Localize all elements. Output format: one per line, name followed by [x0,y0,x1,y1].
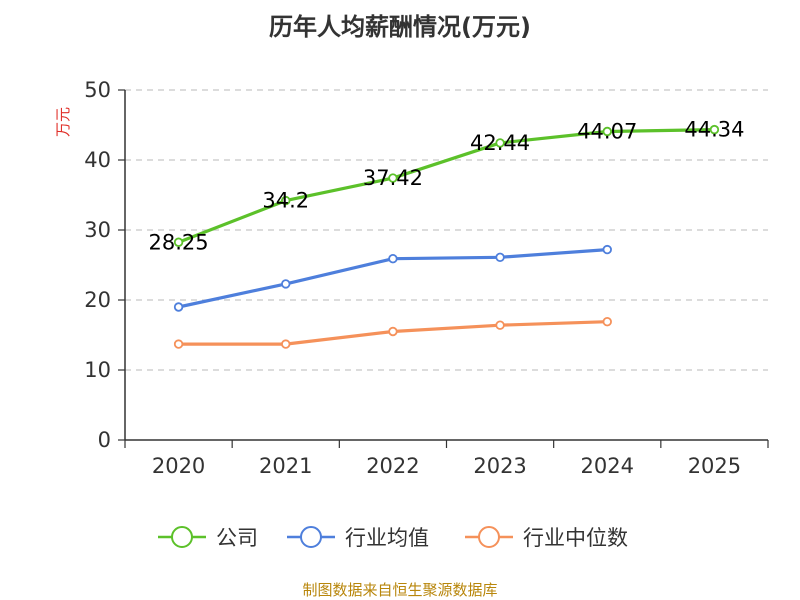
axes: 0 10 20 30 40 50 2020 2021 2022 2023 2024 2025 [84,78,769,478]
legend: 公司 行业均值 行业中位数 [158,526,628,550]
chart-title: 历年人均薪酬情况(万元) [269,13,531,41]
data-labels: 28.25 34.2 37.42 42.44 44.07 44.34 [149,118,745,255]
data-label: 34.2 [262,189,309,213]
legend-marker [171,526,193,548]
y-tick-label: 10 [84,358,111,382]
data-point [173,237,184,247]
x-tick-label: 2021 [259,454,312,478]
y-axis-label: 万元 [54,107,72,137]
legend-marker [478,526,500,548]
data-point [602,126,612,137]
data-label: 37.42 [363,166,423,190]
y-tick-label: 50 [84,78,111,102]
data-label: 44.34 [684,118,744,142]
y-tick-label: 0 [98,428,111,452]
data-point [602,317,612,327]
x-tick-label: 2023 [473,454,526,478]
y-tick-label: 20 [84,288,111,312]
data-point [495,138,505,148]
data-point [495,252,505,262]
x-tick-label: 2020 [152,454,205,478]
data-point [173,302,184,312]
x-tick-label: 2024 [581,454,634,478]
data-point [281,195,291,206]
x-tick-label: 2025 [688,454,741,478]
legend-marker [300,526,322,548]
data-point [388,254,398,264]
y-tick-label: 40 [84,148,111,172]
legend-label: 行业均值 [345,526,429,550]
data-label: 42.44 [470,131,530,155]
x-tick-label: 2022 [366,454,419,478]
series-line-0 [176,128,717,244]
data-source-note: 制图数据来自恒生聚源数据库 [302,581,497,599]
data-point [495,320,505,330]
y-tick-label: 30 [84,218,111,242]
data-point [173,339,184,349]
data-point [602,244,612,255]
legend-label: 行业中位数 [523,526,628,550]
data-point [388,173,398,183]
series-lines [173,124,720,349]
data-label: 28.25 [149,230,209,254]
data-label: 44.07 [577,120,637,144]
data-point [281,339,291,349]
legend-label: 公司 [216,526,258,550]
data-point [281,279,291,289]
data-point [709,124,720,135]
data-point [388,326,398,337]
